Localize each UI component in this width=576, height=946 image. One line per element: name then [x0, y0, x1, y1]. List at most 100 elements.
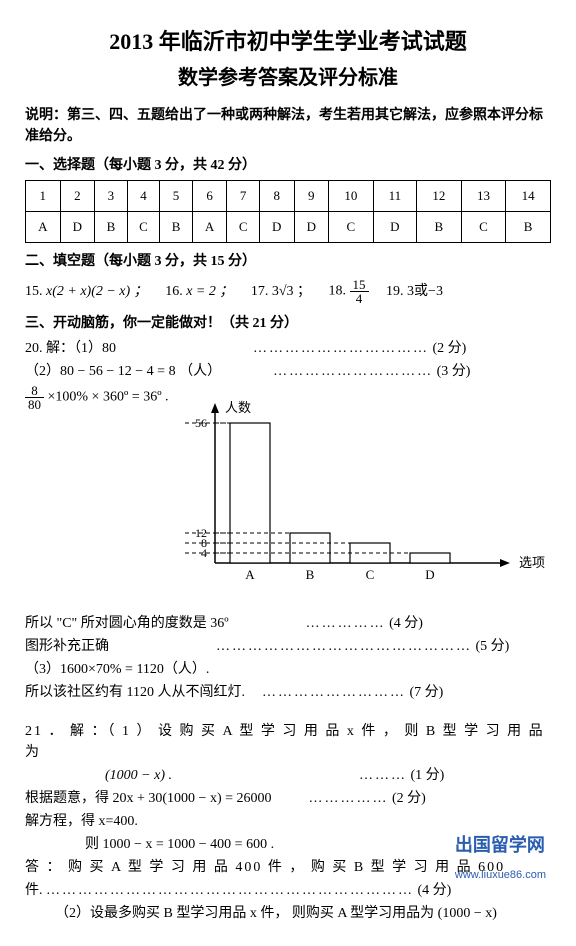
table-answer-cell: D — [373, 212, 416, 243]
table-head-cell: 12 — [417, 181, 462, 212]
chart-svg: ABCD481256 — [175, 403, 535, 588]
score: (1 分) — [411, 768, 445, 783]
q20-frac: 8 80 — [25, 384, 44, 411]
svg-text:D: D — [425, 567, 434, 582]
svg-text:12: 12 — [195, 526, 207, 540]
page-subtitle: 数学参考答案及评分标准 — [25, 63, 551, 93]
dots: ……… — [359, 768, 407, 783]
y-axis-label: 人数 — [225, 398, 251, 418]
site-logo: 出国留学网 www.liuxue86.com — [455, 832, 546, 886]
logo-url: www.liuxue86.com — [455, 869, 546, 881]
q20-line7: 所以该社区约有 1120 人从不闯红灯. ……………………… (7 分) — [25, 682, 551, 703]
table-answer-cell: B — [506, 212, 551, 243]
score: (4 分) — [389, 616, 423, 631]
dots: …………………………… — [253, 341, 429, 356]
table-head-cell: 14 — [506, 181, 551, 212]
q21-expr: (1000 − x) . — [105, 768, 172, 783]
q18-num: 18. — [329, 284, 347, 299]
table-answer-cell: C — [329, 212, 374, 243]
q17-ans: 3√3 ； — [272, 284, 311, 299]
score: (2 分) — [433, 341, 467, 356]
score: (3 分) — [437, 364, 471, 379]
q20-line5: 图形补充正确 ………………………………………… (5 分) — [25, 636, 551, 657]
q20-l1-text: 20. 解：（1）80 — [25, 341, 116, 356]
dots: …………… — [309, 791, 389, 806]
logo-text: 出国留学网 — [455, 835, 545, 855]
frac-den: 4 — [350, 292, 369, 305]
frac-den: 80 — [25, 398, 44, 411]
q20-l2-text: （2）80 − 56 − 12 − 4 = 8 （人） — [25, 364, 221, 379]
q20-l5-text: 图形补充正确 — [25, 639, 109, 654]
svg-text:A: A — [245, 567, 255, 582]
table-answer-cell: A — [192, 212, 227, 243]
table-answer-cell: D — [294, 212, 329, 243]
page-title: 2013 年临沂市初中学生学业考试试题 — [25, 25, 551, 58]
q21-line8: （2）设最多购买 B 型学习用品 x 件， 则购买 A 型学习用品为 (1000… — [25, 903, 551, 924]
score: (5 分) — [476, 639, 510, 654]
answer-table: 1234567891011121314 ADBCBACDDCDBCB — [25, 180, 551, 243]
q19: 19. 3或−3 — [386, 281, 443, 302]
table-answer-cell: B — [95, 212, 128, 243]
dots: ………………………… — [273, 364, 433, 379]
section2-head: 二、填空题（每小题 3 分，共 15 分） — [25, 251, 551, 272]
table-head-cell: 9 — [294, 181, 329, 212]
table-answer-cell: C — [461, 212, 506, 243]
table-head-cell: 13 — [461, 181, 506, 212]
q21-line3: 根据题意，得 20x + 30(1000 − x) = 26000 …………… … — [25, 788, 551, 809]
table-head-cell: 2 — [60, 181, 95, 212]
q21-line1: 21 ． 解 ：（ 1 ） 设 购 买 A 型 学 习 用 品 x 件 ， 则 … — [25, 721, 551, 763]
q15-ans: x(2 + x)(2 − x) ； — [46, 284, 148, 299]
q21-line4: 解方程，得 x=400. — [25, 811, 551, 832]
section1-head: 一、选择题（每小题 3 分，共 42 分） — [25, 155, 551, 176]
q19-num: 19. — [386, 284, 404, 299]
svg-text:56: 56 — [195, 416, 207, 430]
q20-l7-text: 所以该社区约有 1120 人从不闯红灯. — [25, 685, 245, 700]
table-head-cell: 1 — [26, 181, 61, 212]
svg-text:C: C — [366, 567, 375, 582]
q20-line2: （2）80 − 56 − 12 − 4 = 8 （人） ………………………… (… — [25, 361, 551, 382]
table-head-cell: 4 — [127, 181, 160, 212]
bar-chart: 人数 选项 ABCD481256 — [175, 403, 535, 603]
table-head-cell: 3 — [95, 181, 128, 212]
score: (7 分) — [409, 685, 443, 700]
frac-num: 8 — [25, 384, 44, 398]
dots: …………… — [306, 616, 386, 631]
instruction-note: 说明：第三、四、五题给出了一种或两种解法，考生若用其它解法，应参照本评分标准给分… — [25, 105, 551, 147]
q21-line2: (1000 − x) . ……… (1 分) — [25, 765, 551, 786]
fill-blank-row: 15. x(2 + x)(2 − x) ； 16. x = 2 ； 17. 3√… — [25, 278, 551, 305]
q20-line4: 所以 "C" 所对圆心角的度数是 36º …………… (4 分) — [25, 613, 551, 634]
table-head-cell: 6 — [192, 181, 227, 212]
q18-frac: 15 4 — [350, 278, 369, 305]
q18: 18. 15 4 — [329, 278, 369, 305]
score: (2 分) — [392, 791, 426, 806]
q20-line6: （3）1600×70% = 1120（人）. — [25, 659, 551, 680]
q16-num: 16. — [165, 284, 183, 299]
table-answer-cell: C — [227, 212, 260, 243]
table-answer-cell: D — [60, 212, 95, 243]
table-answer-cell: A — [26, 212, 61, 243]
q20-l3-rest: ×100% × 360º = 36º . — [48, 390, 169, 405]
dots: ………………………………………… — [216, 639, 472, 654]
svg-text:B: B — [306, 567, 315, 582]
frac-num: 15 — [350, 278, 369, 292]
table-head-cell: 11 — [373, 181, 416, 212]
q20-l4-text: 所以 "C" 所对圆心角的度数是 36º — [25, 616, 229, 631]
q15-num: 15. — [25, 284, 43, 299]
table-answer-cell: D — [259, 212, 294, 243]
table-answer-cell: B — [417, 212, 462, 243]
q19-ans: 3或−3 — [407, 284, 443, 299]
q17-num: 17. — [251, 284, 269, 299]
q21-l3-text: 根据题意，得 20x + 30(1000 − x) = 26000 — [25, 791, 272, 806]
section3-head: 三、开动脑筋，你一定能做对！（共 21 分） — [25, 313, 551, 334]
x-axis-label: 选项 — [519, 553, 545, 573]
q16-ans: x = 2 ； — [186, 284, 233, 299]
q15: 15. x(2 + x)(2 − x) ； — [25, 281, 148, 302]
q16: 16. x = 2 ； — [165, 281, 233, 302]
q20-line1: 20. 解：（1）80 …………………………… (2 分) — [25, 338, 551, 359]
table-answer-cell: B — [160, 212, 193, 243]
q17: 17. 3√3 ； — [251, 281, 311, 302]
table-head-cell: 10 — [329, 181, 374, 212]
dots: ……………………… — [262, 685, 406, 700]
table-head-cell: 8 — [259, 181, 294, 212]
table-head-cell: 5 — [160, 181, 193, 212]
